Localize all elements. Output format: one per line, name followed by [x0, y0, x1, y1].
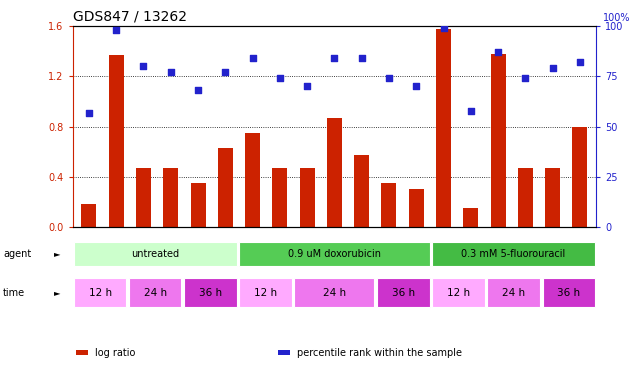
- Bar: [163, 168, 179, 227]
- Bar: [218, 148, 233, 227]
- Point: [247, 56, 257, 62]
- Text: 100%: 100%: [603, 13, 631, 24]
- Text: 24 h: 24 h: [144, 288, 167, 297]
- Text: ►: ►: [54, 288, 60, 297]
- Bar: [432, 242, 595, 266]
- Text: 36 h: 36 h: [392, 288, 415, 297]
- Point: [138, 63, 148, 69]
- Text: agent: agent: [3, 249, 32, 259]
- Point: [384, 75, 394, 81]
- Text: 0.9 uM doxorubicin: 0.9 uM doxorubicin: [288, 249, 381, 259]
- Bar: [436, 29, 451, 227]
- Bar: [409, 189, 424, 227]
- Point: [575, 59, 585, 65]
- Bar: [354, 155, 369, 227]
- Bar: [109, 55, 124, 227]
- Text: 36 h: 36 h: [199, 288, 222, 297]
- Text: 12 h: 12 h: [447, 288, 470, 297]
- Bar: [184, 278, 237, 307]
- Bar: [273, 168, 287, 227]
- Bar: [81, 204, 97, 227]
- Bar: [74, 242, 237, 266]
- Bar: [300, 168, 315, 227]
- Point: [439, 25, 449, 31]
- Bar: [74, 278, 126, 307]
- Point: [411, 84, 422, 90]
- Bar: [572, 127, 587, 227]
- Text: 0.3 mM 5-fluorouracil: 0.3 mM 5-fluorouracil: [461, 249, 566, 259]
- Text: 24 h: 24 h: [323, 288, 346, 297]
- Point: [111, 27, 121, 33]
- Point: [329, 56, 339, 62]
- Bar: [382, 183, 396, 227]
- Bar: [463, 208, 478, 227]
- Text: 12 h: 12 h: [88, 288, 112, 297]
- Bar: [245, 133, 260, 227]
- Point: [521, 75, 531, 81]
- Point: [220, 69, 230, 75]
- Bar: [129, 278, 182, 307]
- Bar: [377, 278, 430, 307]
- Bar: [191, 183, 206, 227]
- Point: [193, 87, 203, 93]
- Text: 36 h: 36 h: [557, 288, 581, 297]
- Bar: [543, 278, 595, 307]
- Text: 12 h: 12 h: [254, 288, 277, 297]
- Bar: [327, 118, 342, 227]
- Bar: [487, 278, 540, 307]
- Text: 24 h: 24 h: [502, 288, 525, 297]
- Bar: [545, 168, 560, 227]
- Text: ►: ►: [54, 250, 60, 259]
- Text: GDS847 / 13262: GDS847 / 13262: [73, 10, 187, 24]
- Bar: [432, 278, 485, 307]
- Point: [302, 84, 312, 90]
- Bar: [239, 278, 292, 307]
- Text: time: time: [3, 288, 25, 297]
- Text: percentile rank within the sample: percentile rank within the sample: [297, 348, 462, 357]
- Point: [357, 56, 367, 62]
- Bar: [490, 54, 505, 227]
- Bar: [136, 168, 151, 227]
- Point: [466, 108, 476, 114]
- Point: [275, 75, 285, 81]
- Bar: [518, 168, 533, 227]
- Bar: [239, 242, 430, 266]
- Point: [84, 110, 94, 116]
- Point: [548, 65, 558, 71]
- Point: [493, 50, 503, 55]
- Bar: [295, 278, 374, 307]
- Point: [166, 69, 176, 75]
- Text: untreated: untreated: [131, 249, 179, 259]
- Text: log ratio: log ratio: [95, 348, 135, 357]
